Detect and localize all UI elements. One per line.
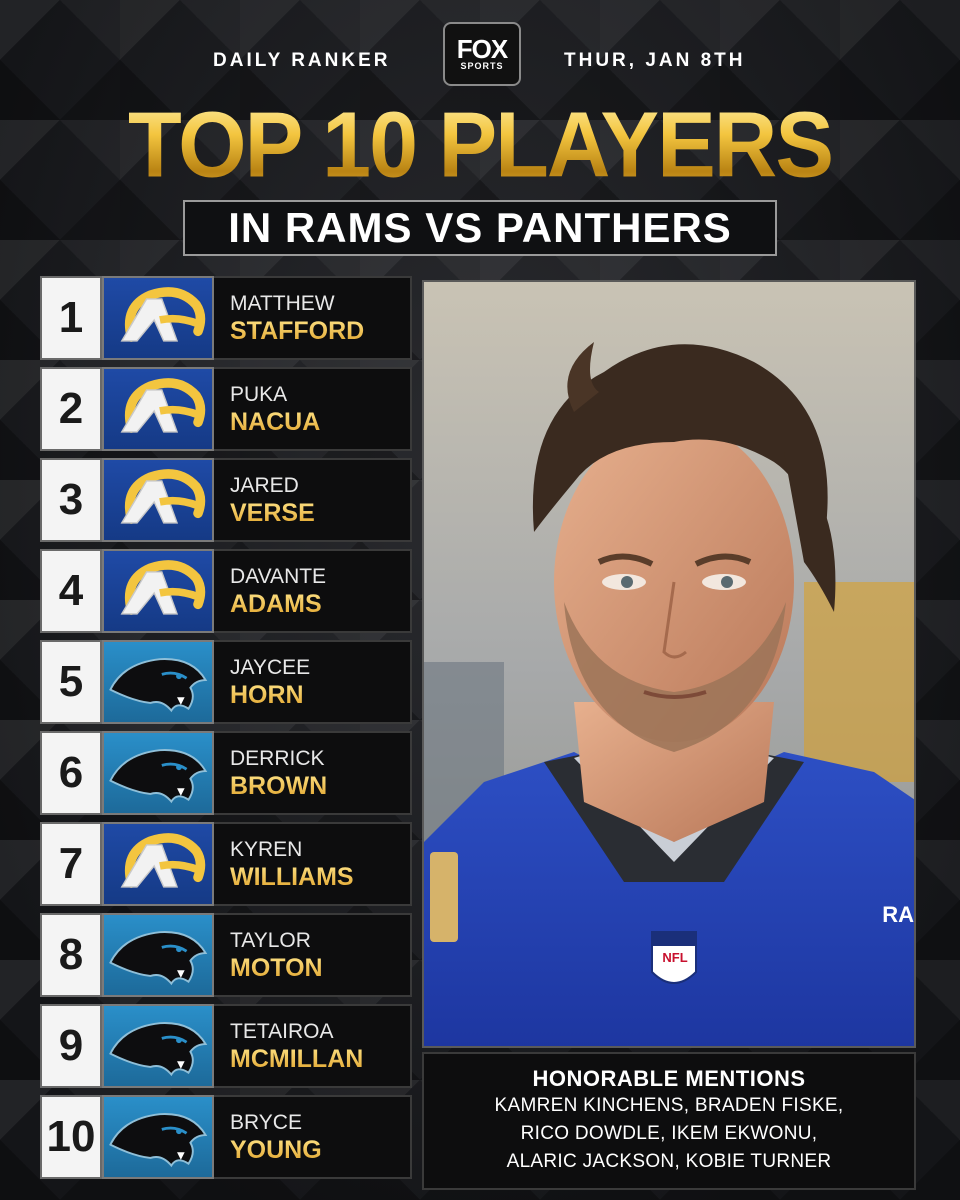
panthers-logo-icon [102, 640, 214, 724]
player-name: BRYCE YOUNG [214, 1095, 412, 1179]
player-name: DERRICK BROWN [214, 731, 412, 815]
player-first-name: DERRICK [230, 747, 325, 770]
player-row: 7 KYREN WILLIAMS [40, 822, 412, 906]
panthers-logo-icon [102, 913, 214, 997]
panthers-logo-icon [102, 731, 214, 815]
rank-number: 3 [40, 458, 102, 542]
date-label: THUR, JAN 8TH [564, 50, 746, 71]
player-last-name: STAFFORD [230, 317, 410, 345]
player-first-name: JARED [230, 474, 299, 497]
player-first-name: DAVANTE [230, 565, 327, 588]
player-portrait-illustration [424, 282, 914, 1046]
jersey-lettering: RA [882, 902, 914, 927]
player-row: 9 TETAIROA MCMILLAN [40, 1004, 412, 1088]
player-name: MATTHEW STAFFORD [214, 276, 412, 360]
featured-player-photo: RA NFL [422, 280, 916, 1048]
rank-number: 9 [40, 1004, 102, 1088]
rams-logo-icon [102, 822, 214, 906]
player-last-name: NACUA [230, 408, 410, 436]
player-last-name: HORN [230, 681, 410, 709]
player-first-name: KYREN [230, 838, 303, 861]
nfl-shield-text: NFL [662, 950, 688, 965]
page-subtitle: IN RAMS VS PANTHERS [228, 204, 732, 251]
honorable-mentions-line: KAMREN KINCHENS, BRADEN FISKE, [494, 1095, 844, 1116]
honorable-mentions-box: HONORABLE MENTIONS KAMREN KINCHENS, BRAD… [422, 1052, 916, 1190]
rams-logo-icon [102, 367, 214, 451]
player-name: KYREN WILLIAMS [214, 822, 412, 906]
rank-number: 8 [40, 913, 102, 997]
player-first-name: TETAIROA [230, 1020, 334, 1043]
player-first-name: BRYCE [230, 1111, 302, 1134]
rams-logo-icon [102, 549, 214, 633]
honorable-mentions-line: RICO DOWDLE, IKEM EKWONU, [520, 1123, 818, 1144]
player-last-name: BROWN [230, 772, 410, 800]
player-first-name: JAYCEE [230, 656, 311, 679]
rank-number: 4 [40, 549, 102, 633]
panthers-logo-icon [102, 1004, 214, 1088]
player-name: JARED VERSE [214, 458, 412, 542]
player-name: TAYLOR MOTON [214, 913, 412, 997]
player-name: TETAIROA MCMILLAN [214, 1004, 412, 1088]
player-last-name: VERSE [230, 499, 410, 527]
honorable-mentions-line: ALARIC JACKSON, KOBIE TURNER [506, 1151, 832, 1172]
honorable-mentions-title: HONORABLE MENTIONS [532, 1066, 806, 1091]
player-last-name: ADAMS [230, 590, 410, 618]
player-row: 1 MATTHEW STAFFORD [40, 276, 412, 360]
player-row: 2 PUKA NACUA [40, 367, 412, 451]
rank-number: 10 [40, 1095, 102, 1179]
player-row: 6 DERRICK BROWN [40, 731, 412, 815]
player-name: DAVANTE ADAMS [214, 549, 412, 633]
rank-number: 7 [40, 822, 102, 906]
panthers-logo-icon [102, 1095, 214, 1179]
player-last-name: MCMILLAN [230, 1045, 410, 1073]
rank-number: 5 [40, 640, 102, 724]
player-row: 10 BRYCE YOUNG [40, 1095, 412, 1179]
player-ranking-list: 1 MATTHEW STAFFORD 2 PUKA NACUA 3 JARED VERSE 4 DA… [40, 276, 412, 1186]
player-row: 4 DAVANTE ADAMS [40, 549, 412, 633]
rank-number: 1 [40, 276, 102, 360]
player-first-name: MATTHEW [230, 292, 335, 315]
subtitle-box: IN RAMS VS PANTHERS [183, 200, 777, 256]
player-row: 3 JARED VERSE [40, 458, 412, 542]
rams-logo-icon [102, 276, 214, 360]
fox-sports-logo: FOX SPORTS [443, 22, 521, 86]
fox-logo-text: FOX [456, 34, 508, 64]
rank-number: 2 [40, 367, 102, 451]
sports-logo-text: SPORTS [460, 61, 504, 71]
player-name: PUKA NACUA [214, 367, 412, 451]
player-last-name: YOUNG [230, 1136, 410, 1164]
daily-ranker-label: DAILY RANKER [213, 50, 391, 71]
player-first-name: PUKA [230, 383, 288, 406]
player-row: 5 JAYCEE HORN [40, 640, 412, 724]
player-last-name: WILLIAMS [230, 863, 410, 891]
rams-logo-icon [102, 458, 214, 542]
rank-number: 6 [40, 731, 102, 815]
player-last-name: MOTON [230, 954, 410, 982]
page-title: TOP 10 PLAYERS [0, 93, 960, 198]
player-first-name: TAYLOR [230, 929, 311, 952]
player-row: 8 TAYLOR MOTON [40, 913, 412, 997]
player-name: JAYCEE HORN [214, 640, 412, 724]
